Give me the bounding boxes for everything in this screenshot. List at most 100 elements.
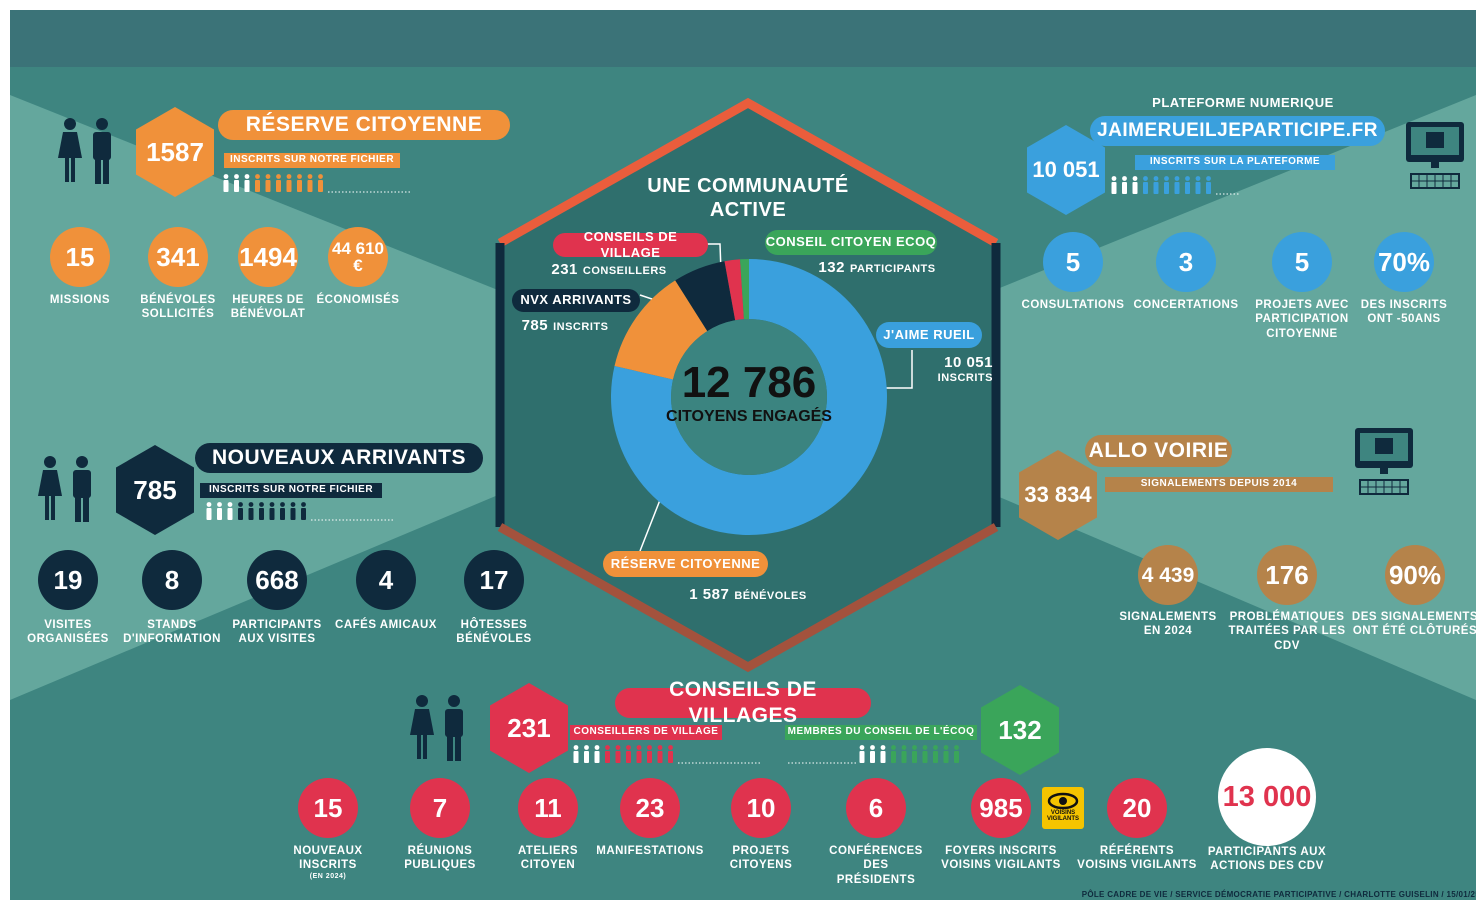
segment-caption: 10 051 INSCRITS [903,354,993,384]
mini-person [584,745,589,750]
segment-unit: INSCRITS [553,321,609,333]
mini-person [259,508,264,520]
mini-person [269,502,275,507]
stat-value: 23 [635,793,665,823]
stat-value: 668 [255,565,299,595]
stat-value: 341 [156,242,200,272]
mini-person [636,751,642,763]
stat-label: FOYERS INSCRITS VOISINS VIGILANTS [941,845,1061,872]
pill-label: JAIMERUEILJEPARTICIPE.FR [1097,120,1378,142]
mini-person [307,180,313,192]
stat-circle [410,778,470,838]
hexagon-badge [136,107,214,197]
mini-person [657,745,663,750]
segment-caption: 132 PARTICIPANTS [787,259,967,277]
mini-person [307,174,313,179]
donut-segment [610,259,887,535]
segment-value: 231 [551,261,578,278]
pill-label: RÉSERVE CITOYENNE [610,555,761,571]
stat-circle [620,778,680,838]
mini-person [217,508,222,520]
pill [512,289,640,312]
stat-circle [464,550,524,610]
highlight-value: 13 000 [1222,780,1312,813]
mini-person [668,751,673,763]
person-icon [95,158,101,184]
stat-label: PARTICIPANTS AUX VISITES [232,619,322,646]
segment-value: 132 [818,259,845,276]
donut-segment [724,259,744,321]
footer: PÔLE CADRE DE VIE / SERVICE DÉMOCRATIE P… [1081,890,1476,899]
stat-label: STANDS D'INFORMATION [123,619,221,646]
person-icon [423,735,427,759]
stat-label: MANIFESTATIONS [596,845,704,857]
mini-person [859,745,865,750]
mini-person [280,508,285,520]
segment-unit: BÉNÉVOLES [734,590,807,602]
segment-unit: INSCRITS [937,371,993,384]
tag [570,725,722,740]
person-icon [44,456,56,468]
segment-unit: CONSEILLERS [582,265,667,277]
mini-person [912,745,917,750]
stat-value: 11 [534,793,562,823]
mini-person [870,751,875,763]
stat-circle [50,227,110,287]
tag-label: INSCRITS SUR NOTRE FICHIER [208,484,374,496]
mini-person [605,745,610,750]
kicker: PLATEFORME NUMERIQUE [1152,94,1334,110]
mini-person [318,180,323,192]
mini-person [657,751,663,763]
person-icon [447,735,453,761]
stat-label: CONCERTATIONS [1133,299,1239,311]
mini-person [880,751,886,763]
stat-label: CONFÉRENCES DES PRÉSIDENTS [829,845,923,886]
stat-value: 17 [479,565,509,595]
stat-value: 15 [313,793,343,823]
stat-value: 70% [1377,247,1431,277]
mini-person [573,745,579,750]
count: 231 [507,712,551,743]
mini-person [265,174,271,179]
stat-label: RÉFÉRENTS VOISINS VIGILANTS [1077,845,1197,872]
mini-person [1185,176,1190,181]
mini-person [290,508,296,520]
mini-person [238,502,243,507]
mini-person [255,180,260,192]
person-icon [448,695,460,707]
highlight-label: PARTICIPANTS AUX ACTIONS DES CDV [1207,846,1327,873]
stat-circle [1374,232,1434,292]
donut-segment [675,261,736,332]
pill-label: CONSEILS DE VILLAGES [669,677,817,727]
mini-person [573,751,579,763]
mini-person [605,751,610,763]
mini-person [891,745,896,750]
stat-circle [846,778,906,838]
hex-border [497,97,999,247]
mini-person [594,751,600,763]
mini-person [943,751,949,763]
pill-label: CONSEIL CITOYEN ECOQ [765,234,937,250]
computer-icon [1426,132,1444,148]
mini-person [922,751,928,763]
donut-hole [671,319,827,475]
mini-person [280,502,285,507]
mini-person [206,508,212,520]
segment-caption: 231 CONSEILLERS [519,261,699,279]
count: 132 [998,714,1042,745]
mini-person [1164,182,1169,194]
stat-label: HEURES DE BÉNÉVOLAT [230,294,306,321]
mini-person [223,180,229,192]
count: 10 051 [1032,157,1100,183]
donut-segment [614,280,708,380]
stat-label: NOUVEAUX INSCRITS [293,845,363,872]
pill [876,322,982,348]
mini-person [933,751,938,763]
stat-value: 44 610 € [332,239,384,275]
mini-person [954,745,959,750]
mini-person [1111,176,1117,181]
hex-border [497,523,999,673]
person-icon [76,456,88,468]
top-band [10,10,1476,67]
